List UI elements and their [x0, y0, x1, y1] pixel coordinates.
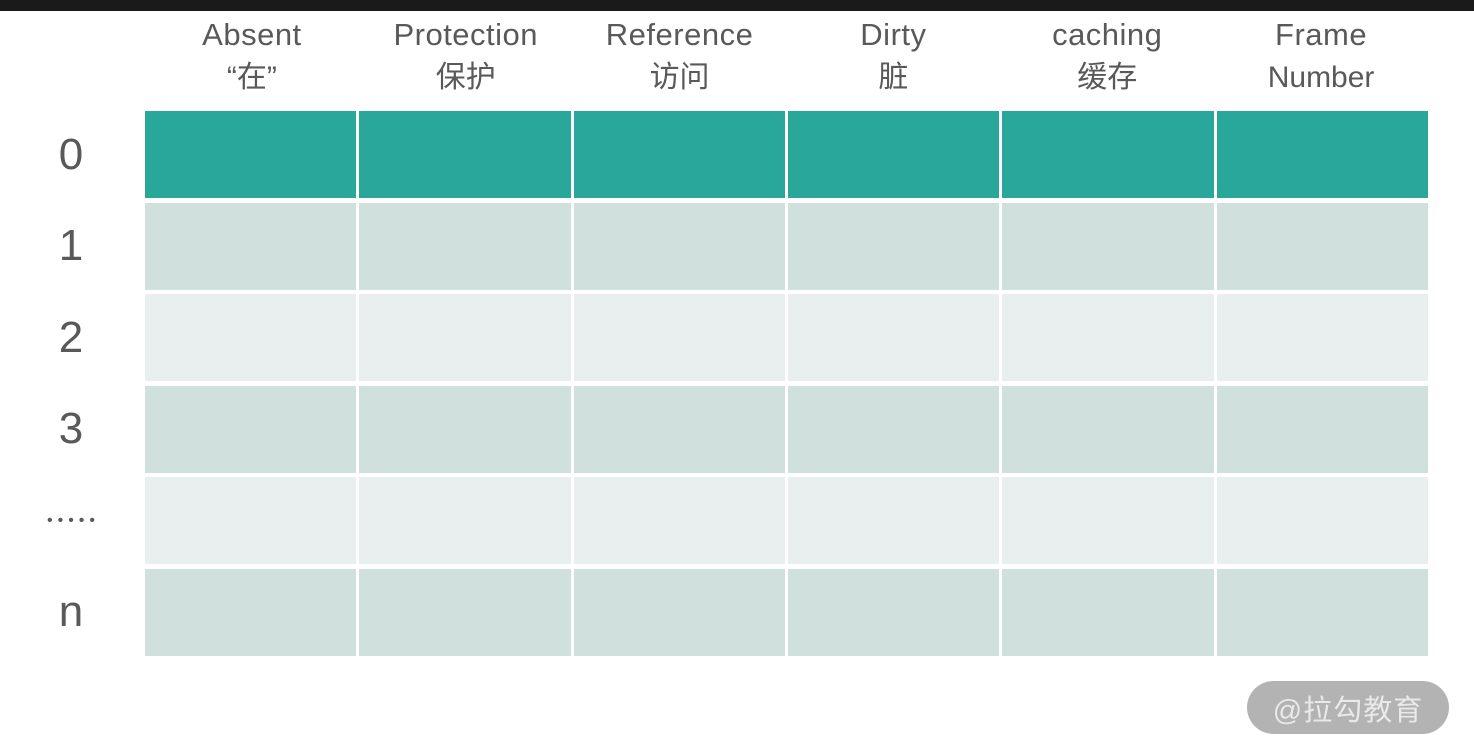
row-label: 2: [0, 294, 142, 382]
table-cell: [1216, 568, 1428, 656]
table-cell: [1002, 568, 1214, 656]
top-black-bar: [0, 0, 1474, 11]
column-header-line2: 访问: [649, 61, 710, 94]
table-cell: [573, 385, 785, 473]
column-header-frame-number: Frame Number: [1214, 14, 1428, 100]
column-header-reference: Reference 访问: [573, 14, 787, 100]
table-cell: [787, 294, 1000, 382]
table-cell: [145, 385, 357, 473]
column-header-caching: caching 缓存: [1000, 14, 1214, 100]
column-header-line1: Dirty: [860, 17, 927, 52]
column-header-absent: Absent “在”: [145, 14, 359, 100]
row-label: •••••: [0, 477, 142, 565]
table-cell: [145, 477, 357, 565]
table-cell: [1216, 202, 1428, 290]
column-header-line2: “在”: [226, 61, 277, 94]
table-cell: [145, 111, 357, 198]
table-cell: [1002, 385, 1214, 473]
table-cell: [359, 202, 571, 290]
column-header-line1: Frame: [1275, 17, 1368, 52]
table-cell: [573, 477, 785, 565]
watermark-text: @拉勾教育: [1272, 694, 1424, 727]
table-cell: [787, 477, 1000, 565]
table-cell: [573, 294, 785, 382]
column-header-line2: 脏: [878, 61, 909, 94]
table-cell: [1216, 111, 1428, 198]
table-cell: [1002, 202, 1214, 290]
column-header-dirty: Dirty 脏: [786, 14, 1000, 100]
header-row: Absent “在” Protection 保护 Reference 访问 Dirty 脏 ca…: [145, 14, 1428, 100]
column-header-line2: 缓存: [1077, 61, 1138, 94]
column-header-line1: Reference: [605, 17, 754, 52]
table-cell: [1002, 111, 1214, 198]
column-header-line1: caching: [1052, 17, 1163, 52]
table-cell: [359, 294, 571, 382]
watermark-badge: @拉勾教育: [1247, 681, 1449, 734]
table-cell: [359, 385, 571, 473]
table-cell: [573, 202, 785, 290]
table-cell: [1216, 294, 1428, 382]
table-cell: [787, 111, 1000, 198]
row-label: 0: [0, 111, 142, 198]
table-cell: [145, 294, 357, 382]
page-table-grid: 0 1 2 3 ••••• n: [0, 111, 1428, 656]
table-cell: [787, 385, 1000, 473]
table-cell: [1002, 477, 1214, 565]
table-cell: [1216, 385, 1428, 473]
table-cell: [787, 568, 1000, 656]
table-cell: [573, 111, 785, 198]
table-cell: [573, 568, 785, 656]
table-cell: [359, 477, 571, 565]
row-label: n: [0, 568, 142, 656]
table-cell: [787, 202, 1000, 290]
column-header-line1: Protection: [393, 17, 539, 52]
table-cell: [145, 568, 357, 656]
row-label: 1: [0, 202, 142, 290]
table-cell: [359, 111, 571, 198]
column-header-line1: Absent: [202, 17, 302, 52]
table-cell: [359, 568, 571, 656]
table-cell: [145, 202, 357, 290]
column-header-protection: Protection 保护: [359, 14, 573, 100]
table-cell: [1002, 294, 1214, 382]
column-header-line2: 保护: [435, 61, 496, 94]
row-label: 3: [0, 385, 142, 473]
column-header-line2: Number: [1267, 61, 1375, 94]
table-cell: [1216, 477, 1428, 565]
